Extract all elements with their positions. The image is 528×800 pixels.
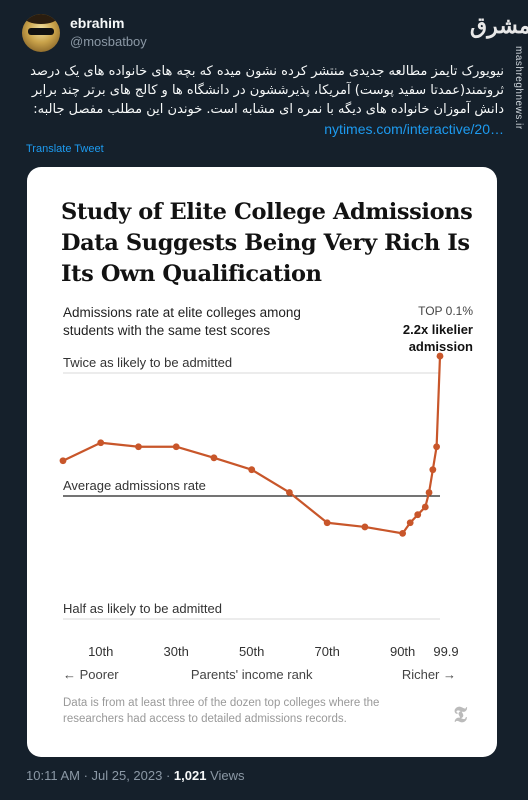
twice-label: Twice as likely to be admitted (63, 355, 232, 370)
data-point (429, 466, 437, 474)
data-point (399, 529, 407, 537)
avatar[interactable] (22, 14, 60, 52)
data-point (172, 443, 180, 451)
x-left-label: ← Poorer (63, 667, 119, 682)
translate-tweet-link[interactable]: Translate Tweet (26, 143, 104, 155)
average-label: Average admissions rate (63, 478, 206, 493)
user-handle[interactable]: @mosbatboy (70, 34, 147, 49)
link-card[interactable]: Study of Elite College Admissions Data S… (27, 167, 497, 757)
data-point (135, 443, 142, 451)
data-point (210, 454, 218, 462)
x-axis-title: Parents' income rank (191, 667, 313, 682)
tweet-header: ebrahim @mosbatboy مشرق (22, 13, 528, 58)
data-point (323, 519, 331, 527)
article-title: Study of Elite College Admissions Data S… (61, 199, 473, 287)
data-point (433, 443, 441, 451)
admissions-chart: Twice as likely to be admitted Average ad… (59, 352, 459, 682)
watermark-url-text: mashreghnews.ir (513, 46, 524, 130)
avatar-sunglasses (28, 28, 54, 35)
x-tick-label: 50th (239, 644, 264, 659)
watermark-side-url: mashreghnews.ir (512, 46, 526, 216)
chart-subtitle: Admissions rate at elite colleges among … (63, 305, 301, 338)
top-percent-label: TOP 0.1% (418, 304, 473, 318)
mashregh-logo-icon: مشرق (470, 13, 528, 39)
views-label: Views (206, 768, 245, 783)
data-point (286, 489, 293, 496)
data-point (248, 466, 256, 474)
watermark-logo: مشرق (470, 13, 528, 39)
x-tick-label: 70th (315, 644, 340, 659)
half-label: Half as likely to be admitted (63, 601, 222, 616)
data-point (59, 457, 67, 465)
x-tick-label: 90th (390, 644, 415, 659)
x-tick-label: 99.9 (433, 644, 458, 659)
tweet-text: نیویورک تایمز مطالعه جدیدی منتشر کرده نش… (30, 64, 504, 117)
avatar-hair (24, 14, 58, 24)
source-note: Data is from at least three of the dozen… (63, 697, 380, 725)
tweet-meta: 10:11 AM · Jul 25, 2023 · 1,021 Views (26, 768, 245, 783)
top-annotation: 2.2x likelier admission (402, 322, 473, 354)
data-point (425, 489, 433, 496)
x-tick-label: 10th (88, 644, 113, 659)
data-point (414, 511, 422, 519)
display-name[interactable]: ebrahim (70, 15, 125, 31)
tweet-link[interactable]: nytimes.com/interactive/20… (324, 121, 504, 137)
x-right-label: Richer → (402, 667, 456, 682)
nyt-logo-icon: 𝕿 (453, 702, 467, 728)
data-point (406, 519, 414, 527)
x-tick-label: 30th (164, 644, 189, 659)
tweet-timestamp[interactable]: 10:11 AM · Jul 25, 2023 · (26, 768, 174, 783)
data-point (421, 503, 429, 511)
data-point (97, 439, 105, 447)
series-line (62, 356, 442, 535)
data-point (436, 352, 444, 360)
data-point (361, 523, 369, 531)
views-count: 1,021 (173, 768, 207, 783)
